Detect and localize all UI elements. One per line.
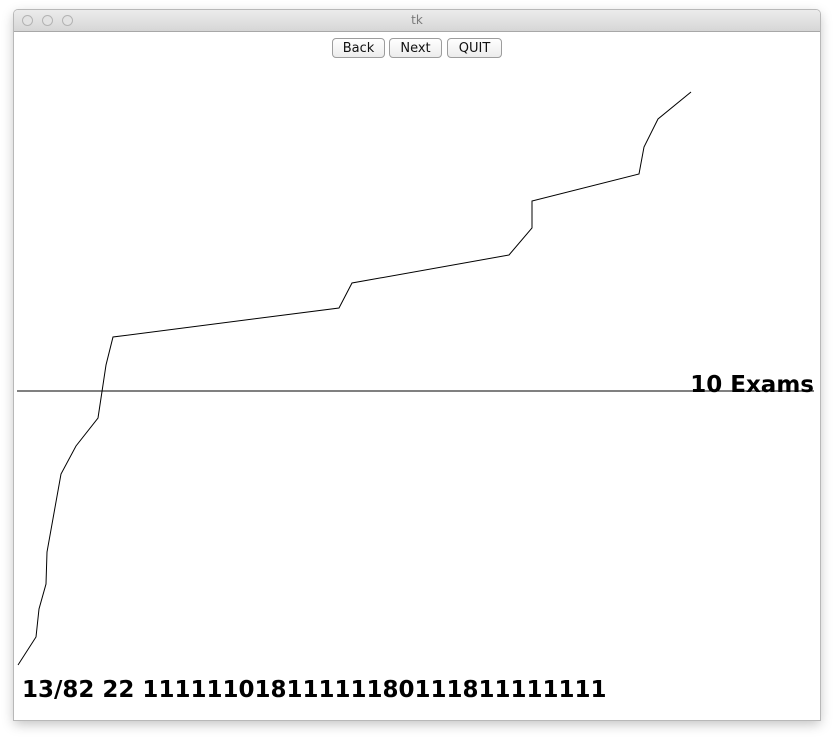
- window-title: tk: [411, 13, 423, 27]
- back-button[interactable]: Back: [332, 38, 385, 58]
- title-bar: tk: [14, 10, 820, 32]
- plot-canvas: 10 Exams 13/82 22 1111110181111118011181…: [14, 32, 820, 720]
- minimize-window-button[interactable]: [42, 15, 53, 26]
- toolbar: Back Next QUIT: [14, 38, 820, 60]
- quit-button[interactable]: QUIT: [447, 38, 502, 58]
- status-line: 13/82 22 11111101811111180111811111111: [22, 677, 607, 703]
- plot-svg: [17, 91, 814, 666]
- threshold-label: 10 Exams: [690, 372, 814, 398]
- zoom-window-button[interactable]: [62, 15, 73, 26]
- app-window: tk Back Next QUIT 10 Exams 13/82 22 1111…: [14, 10, 820, 720]
- score-curve: [17, 91, 692, 666]
- next-button[interactable]: Next: [389, 38, 442, 58]
- close-window-button[interactable]: [22, 15, 33, 26]
